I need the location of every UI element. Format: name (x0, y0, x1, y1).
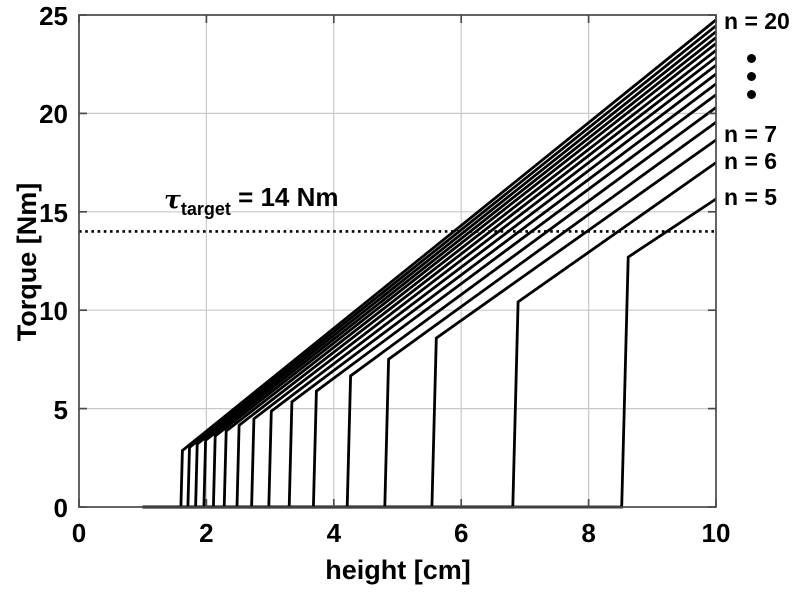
y-axis-label: Torque [Nm] (12, 182, 42, 342)
axes-box (78, 14, 717, 508)
y-tick-label: 10 (39, 296, 68, 327)
torque-curve-n5 (142, 197, 717, 509)
target-torque-annotation: τtarget = 14 Nm (164, 182, 339, 219)
y-tick-label: 15 (39, 197, 68, 228)
ellipsis-dot (747, 72, 756, 81)
x-tick-label: 4 (326, 518, 342, 548)
torque-curve-n14 (142, 56, 717, 509)
y-tick-label: 5 (53, 394, 68, 425)
y-tick-label: 25 (39, 1, 68, 31)
x-tick-label: 6 (453, 518, 469, 548)
series-label-n6: n = 6 (724, 147, 778, 174)
tau-symbol: τ (164, 185, 181, 214)
torque-curve-n11 (142, 82, 717, 509)
y-tick-label: 20 (39, 99, 68, 130)
torque-curve-n13 (142, 64, 717, 509)
series-label-n7: n = 7 (724, 121, 778, 148)
torque-curve-n10 (142, 93, 717, 509)
x-tick-label: 2 (199, 518, 214, 548)
target-value-text: = 14 Nm (230, 182, 339, 212)
x-tick-label: 0 (71, 518, 87, 548)
series-label-n5: n = 5 (724, 184, 778, 211)
ellipsis-dot (747, 54, 756, 63)
x-tick-label: 10 (701, 518, 731, 548)
x-axis-label: height [cm] (325, 555, 471, 585)
y-tick-label: 0 (53, 493, 68, 523)
ellipsis-dot (747, 90, 756, 99)
torque-curve-n8 (142, 121, 717, 509)
tau-subscript: target (180, 199, 231, 219)
series-label-n20: n = 20 (724, 7, 790, 34)
ellipsis-dots-icon (747, 54, 756, 108)
torque-curve-n12 (142, 72, 717, 509)
x-tick-label: 8 (581, 518, 596, 548)
